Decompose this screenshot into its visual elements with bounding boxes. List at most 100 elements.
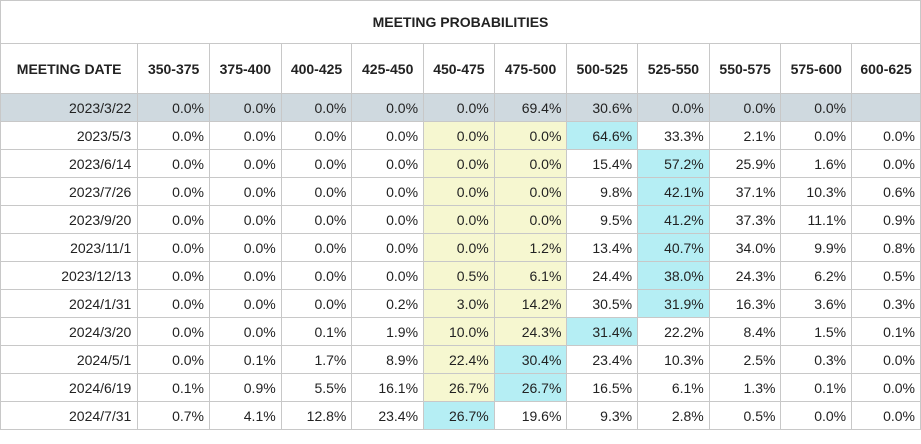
meeting-date-cell: 2024/6/19 [0,373,139,402]
table-row: 2024/6/19 0.1% 0.9% 5.5% 16.1% 26.7% 26.7% 16.5… [0,373,921,402]
probability-cell: 30.4% [493,345,568,374]
table-row: 2023/7/26 0.0% 0.0% 0.0% 0.0% 0.0% 0.0% 9.8% 42.… [0,177,921,206]
probability-cell: 0.0% [137,177,210,206]
table-body: 2023/3/22 0.0% 0.0% 0.0% 0.0% 0.0% 69.4% 30.6% 0… [0,93,921,430]
probability-cell: 0.0% [423,205,495,234]
probability-cell: 0.0% [280,121,353,150]
table-row: 2023/9/20 0.0% 0.0% 0.0% 0.0% 0.0% 0.0% 9.5% 41.… [0,205,921,234]
meeting-date-cell: 2023/11/1 [0,233,139,262]
probability-cell: 0.6% [851,177,921,206]
probability-cell: 0.1% [851,317,921,346]
probability-cell: 0.0% [493,149,568,178]
table-row: 2023/12/13 0.0% 0.0% 0.0% 0.0% 0.5% 6.1% 24.4% 3… [0,261,921,290]
probability-cell: 0.0% [851,401,921,430]
probability-cell: 0.0% [851,121,921,150]
probability-cell: 0.0% [209,149,282,178]
probability-cell: 0.5% [851,261,921,290]
probability-cell: 0.0% [780,121,853,150]
probability-cell: 16.3% [708,289,782,318]
table-row: 2023/6/14 0.0% 0.0% 0.0% 0.0% 0.0% 0.0% 15.4% 57… [0,149,921,178]
probability-cell: 37.3% [708,205,782,234]
column-header-range: 500-525 [566,43,639,94]
probability-cell: 12.8% [280,401,353,430]
probability-cell: 69.4% [493,93,568,122]
probability-cell: 30.5% [566,289,639,318]
meeting-date-cell: 2024/1/31 [0,289,139,318]
probability-cell: 9.5% [566,205,639,234]
probability-cell: 0.0% [351,93,425,122]
probability-cell: 0.0% [280,289,353,318]
probability-cell: 0.0% [280,93,353,122]
probability-cell: 0.0% [351,205,425,234]
probability-cell: 0.0% [209,205,282,234]
probability-cell: 33.3% [637,121,710,150]
probability-cell: 0.0% [351,121,425,150]
meeting-date-cell: 2023/7/26 [0,177,139,206]
probability-cell: 0.1% [209,345,282,374]
probability-cell: 22.2% [637,317,710,346]
probability-cell: 0.0% [423,177,495,206]
probability-cell: 6.2% [780,261,853,290]
probability-cell: 3.6% [780,289,853,318]
probability-cell: 10.3% [780,177,853,206]
meeting-date-cell: 2023/9/20 [0,205,139,234]
probability-cell: 1.9% [351,317,425,346]
probability-cell: 0.0% [280,233,353,262]
probability-cell: 0.3% [780,345,853,374]
probability-cell: 16.1% [351,373,425,402]
probability-cell: 0.0% [851,149,921,178]
meeting-date-cell: 2023/3/22 [0,93,139,122]
probability-cell: 0.0% [137,317,210,346]
probability-cell: 23.4% [566,345,639,374]
probability-cell: 0.0% [351,177,425,206]
probability-cell: 15.4% [566,149,639,178]
probability-cell: 0.0% [137,345,210,374]
probability-cell: 0.5% [708,401,782,430]
meeting-date-cell: 2024/3/20 [0,317,139,346]
probability-cell: 19.6% [493,401,568,430]
probability-cell: 0.0% [351,261,425,290]
table-row: 2024/1/31 0.0% 0.0% 0.0% 0.2% 3.0% 14.2% 30.5% 3… [0,289,921,318]
probability-cell: 0.0% [423,121,495,150]
probability-cell: 0.7% [137,401,210,430]
probability-cell: 2.8% [637,401,710,430]
probability-cell: 57.2% [637,149,710,178]
probability-cell: 5.5% [280,373,353,402]
probability-cell: 23.4% [351,401,425,430]
probability-cell: 41.2% [637,205,710,234]
probability-cell: 10.3% [637,345,710,374]
probability-cell: 0.9% [209,373,282,402]
probability-cell: 0.0% [137,149,210,178]
column-header-range: 575-600 [780,43,853,94]
probability-cell: 26.7% [493,373,568,402]
probability-cell: 40.7% [637,233,710,262]
probability-cell: 0.0% [280,205,353,234]
column-header-range: 375-400 [209,43,282,94]
probability-cell: 0.0% [351,149,425,178]
probability-cell: 0.8% [851,233,921,262]
meeting-date-cell: 2023/12/13 [0,261,139,290]
probability-cell: 9.8% [566,177,639,206]
probability-cell: 9.9% [780,233,853,262]
probability-cell: 0.0% [209,261,282,290]
probability-cell [851,93,921,122]
probability-cell: 3.0% [423,289,495,318]
probability-cell: 0.1% [137,373,210,402]
table-row: 2023/5/3 0.0% 0.0% 0.0% 0.0% 0.0% 0.0% 64.6% 33.… [0,121,921,150]
probability-cell: 0.0% [423,93,495,122]
table-row: 2023/3/22 0.0% 0.0% 0.0% 0.0% 0.0% 69.4% 30.6% 0… [0,93,921,122]
probability-cell: 34.0% [708,233,782,262]
column-header-row: MEETING DATE 350-375 375-400 400-425 425-450… [0,43,921,94]
column-header-meeting-date: MEETING DATE [0,43,139,94]
probability-cell: 24.4% [566,261,639,290]
column-header-range: 600-625 [851,43,921,94]
probability-cell: 0.0% [137,289,210,318]
probability-cell: 30.6% [566,93,639,122]
probability-cell: 6.1% [637,373,710,402]
probability-cell: 0.0% [493,177,568,206]
column-header-range: 525-550 [637,43,710,94]
probability-cell: 0.0% [209,93,282,122]
probability-cell: 31.4% [566,317,639,346]
probability-cell: 0.0% [137,233,210,262]
meeting-date-cell: 2024/7/31 [0,401,139,430]
